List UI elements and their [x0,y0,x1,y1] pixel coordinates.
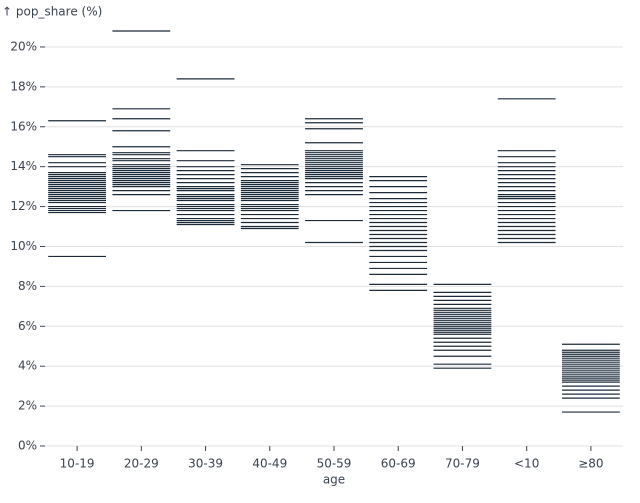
x-tick-label: ≥80 [578,457,603,471]
y-tick-label: 8% [18,279,37,293]
y-tick-label: 12% [10,199,37,213]
y-tick-label: 14% [10,159,37,173]
x-tick-label: 50-59 [317,457,352,471]
y-tick-label: 2% [18,399,37,413]
y-tick-label: 20% [10,39,37,53]
x-tick-label: 40-49 [252,457,287,471]
x-tick-label: <10 [514,457,539,471]
y-tick-label: 6% [18,319,37,333]
x-tick-label: 70-79 [445,457,480,471]
x-tick-label: 20-29 [124,457,159,471]
x-tick-label: 60-69 [381,457,416,471]
x-tick-label: 30-39 [188,457,223,471]
y-axis-label: ↑ pop_share (%) [2,5,102,19]
y-tick-label: 0% [18,439,37,453]
y-tick-label: 10% [10,239,37,253]
y-tick-label: 4% [18,359,37,373]
y-tick-label: 18% [10,79,37,93]
x-axis-label: age [323,473,345,487]
x-tick-label: 10-19 [60,457,95,471]
y-tick-label: 16% [10,119,37,133]
